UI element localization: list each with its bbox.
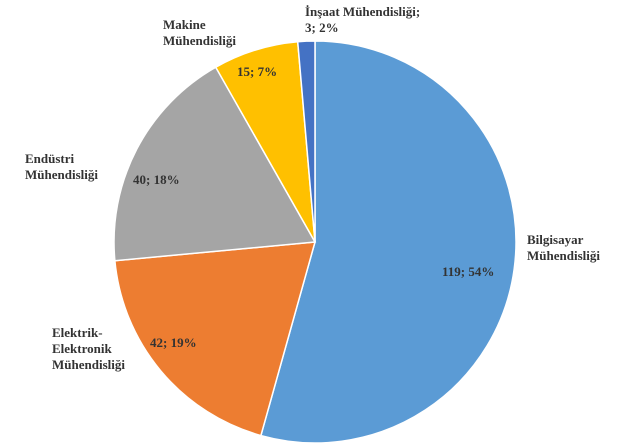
category-label: Makine Mühendisliği: [163, 17, 236, 48]
data-label: 3; 2%: [305, 20, 339, 35]
data-label: 42; 19%: [150, 335, 197, 350]
pie-slice: [113, 66, 317, 262]
pie-slice: [114, 241, 317, 437]
category-label: Endüstri Mühendisliği: [25, 151, 98, 182]
data-label: 119; 54%: [442, 264, 495, 279]
data-label: 40; 18%: [133, 172, 180, 187]
category-label: İnşaat Mühendisliği;: [305, 4, 421, 19]
pie-slice: [296, 40, 316, 243]
category-label: Elektrik-Elektronik Mühendisliği: [52, 325, 125, 372]
pie-slice: [259, 40, 517, 444]
category-label: Bilgisayar Mühendisliği: [527, 232, 600, 263]
callout: İnşaat Mühendisliği; 3; 2%: [305, 4, 420, 36]
data-label: 15; 7%: [237, 64, 278, 79]
